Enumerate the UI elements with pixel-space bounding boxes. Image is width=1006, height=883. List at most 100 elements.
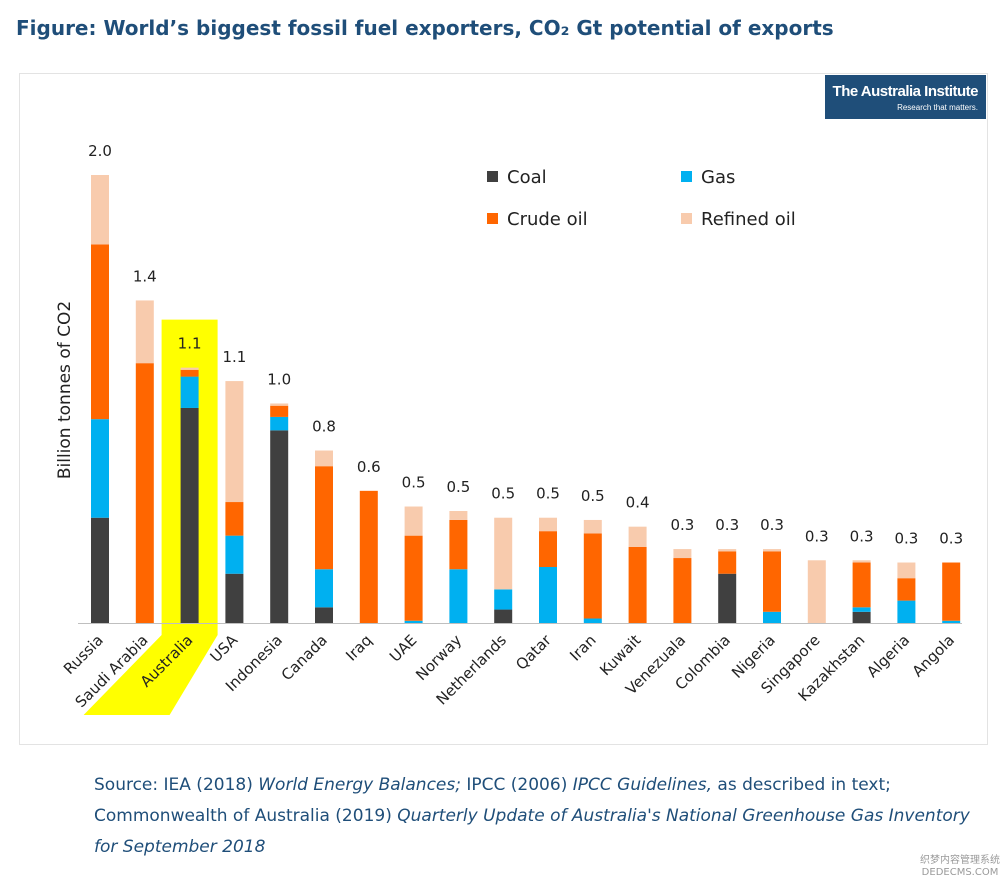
total-label-singapore: 0.3 (805, 527, 829, 545)
total-label-australia: 1.1 (178, 335, 202, 353)
bar-kuwait-crude-oil (628, 546, 647, 623)
bar-australia-gas (180, 376, 199, 408)
total-label-kazakhstan: 0.3 (850, 527, 874, 545)
bar-canada-crude-oil (315, 466, 333, 570)
total-label-canada: 0.8 (312, 418, 336, 436)
total-label-qatar: 0.5 (536, 485, 560, 503)
bar-indonesia-crude-oil (270, 405, 289, 417)
bar-kazakhstan-refined-oil (852, 560, 871, 563)
category-label-uae: UAE (386, 631, 420, 665)
source-note: Source: IEA (2018) World Energy Balances… (94, 775, 970, 857)
category-label-angola: Angola (909, 631, 958, 680)
bar-kazakhstan-coal (852, 611, 871, 623)
bar-colombia-coal (718, 573, 737, 623)
bar-uae-refined-oil (404, 506, 423, 536)
total-label-colombia: 0.3 (715, 516, 739, 534)
bar-venezuala-crude-oil (673, 558, 692, 623)
legend-label-gas: Gas (701, 167, 735, 188)
total-label-venezuala: 0.3 (670, 516, 694, 534)
total-label-saudi-arabia: 1.4 (133, 267, 157, 285)
legend-label-refined-oil: Refined oil (701, 209, 796, 230)
category-label-iran: Iran (566, 631, 599, 664)
bar-kuwait-refined-oil (628, 526, 647, 547)
bar-uae-crude-oil (404, 535, 423, 621)
bar-russia-coal (91, 517, 109, 623)
bar-nigeria-gas (763, 611, 781, 623)
bar-iran-refined-oil (583, 519, 602, 534)
bar-qatar-gas (539, 567, 557, 623)
logo-name: The Australia Institute (832, 83, 979, 100)
bar-usa-crude-oil (225, 502, 244, 536)
figure-title: Figure: World’s biggest fossil fuel expo… (16, 16, 834, 40)
logo-tagline: Research that matters. (897, 103, 978, 112)
bar-singapore-refined-oil (807, 560, 826, 623)
total-label-algeria: 0.3 (894, 530, 918, 548)
bar-kazakhstan-gas (852, 607, 871, 612)
total-label-iran: 0.5 (581, 487, 605, 505)
bar-qatar-refined-oil (539, 517, 557, 532)
legend-label-crude-oil: Crude oil (507, 209, 588, 230)
legend-swatch-crude-oil (487, 213, 498, 224)
bar-saudi-arabia-refined-oil (135, 300, 154, 364)
bar-australia-coal (180, 407, 199, 623)
watermark: 织梦内容管理系统 DEDECMS.COM (920, 855, 1000, 878)
total-label-russia: 2.0 (88, 142, 112, 160)
bar-netherlands-coal (494, 609, 513, 623)
category-label-algeria: Algeria (863, 631, 913, 681)
bar-iran-gas (583, 618, 602, 623)
legend-swatch-coal (487, 171, 498, 182)
bar-iran-crude-oil (583, 533, 602, 619)
bar-norway-gas (449, 569, 468, 623)
y-axis-label: Billion tonnes of CO2 (55, 301, 75, 479)
bar-indonesia-refined-oil (270, 403, 289, 406)
bar-algeria-refined-oil (897, 562, 916, 579)
total-label-kuwait: 0.4 (626, 494, 650, 512)
bar-usa-refined-oil (225, 381, 244, 503)
bar-venezuala-refined-oil (673, 549, 692, 559)
bar-uae-gas (404, 620, 423, 623)
bar-nigeria-refined-oil (763, 549, 781, 552)
bar-norway-crude-oil (449, 519, 468, 570)
bar-russia-gas (91, 419, 109, 518)
bar-indonesia-coal (270, 430, 289, 623)
legend-swatch-refined-oil (681, 213, 692, 224)
legend-swatch-gas (681, 171, 692, 182)
bar-canada-refined-oil (315, 450, 333, 467)
total-label-netherlands: 0.5 (491, 485, 515, 503)
total-label-usa: 1.1 (222, 348, 246, 366)
bar-norway-refined-oil (449, 511, 468, 520)
bar-kazakhstan-crude-oil (852, 562, 871, 608)
bar-netherlands-refined-oil (494, 517, 513, 590)
bar-netherlands-gas (494, 589, 513, 610)
bar-colombia-refined-oil (718, 549, 737, 552)
bar-russia-refined-oil (91, 175, 109, 245)
bar-canada-gas (315, 569, 333, 608)
total-label-iraq: 0.6 (357, 458, 381, 476)
bar-qatar-crude-oil (539, 531, 557, 567)
bar-angola-crude-oil (942, 562, 961, 621)
total-label-angola: 0.3 (939, 530, 963, 548)
bar-australia-refined-oil (180, 367, 199, 370)
category-label-qatar: Qatar (512, 631, 555, 674)
total-label-nigeria: 0.3 (760, 516, 784, 534)
bar-canada-coal (315, 607, 333, 623)
australia-institute-logo: The Australia Institute Research that ma… (825, 75, 986, 119)
category-label-canada: Canada (278, 631, 331, 684)
bar-usa-coal (225, 573, 244, 623)
total-label-uae: 0.5 (402, 474, 426, 492)
bar-colombia-crude-oil (718, 551, 737, 574)
total-label-indonesia: 1.0 (267, 370, 291, 388)
bar-usa-gas (225, 535, 244, 574)
bar-indonesia-gas (270, 416, 289, 431)
bar-angola-gas (942, 620, 961, 623)
bar-saudi-arabia-crude-oil (135, 363, 154, 623)
bar-algeria-crude-oil (897, 578, 916, 601)
legend-label-coal: Coal (507, 167, 547, 188)
bar-australia-crude-oil (180, 369, 199, 377)
category-label-iraq: Iraq (342, 631, 375, 664)
bar-nigeria-crude-oil (763, 551, 781, 612)
bar-russia-crude-oil (91, 244, 109, 420)
total-label-norway: 0.5 (446, 478, 470, 496)
bar-algeria-gas (897, 600, 916, 623)
